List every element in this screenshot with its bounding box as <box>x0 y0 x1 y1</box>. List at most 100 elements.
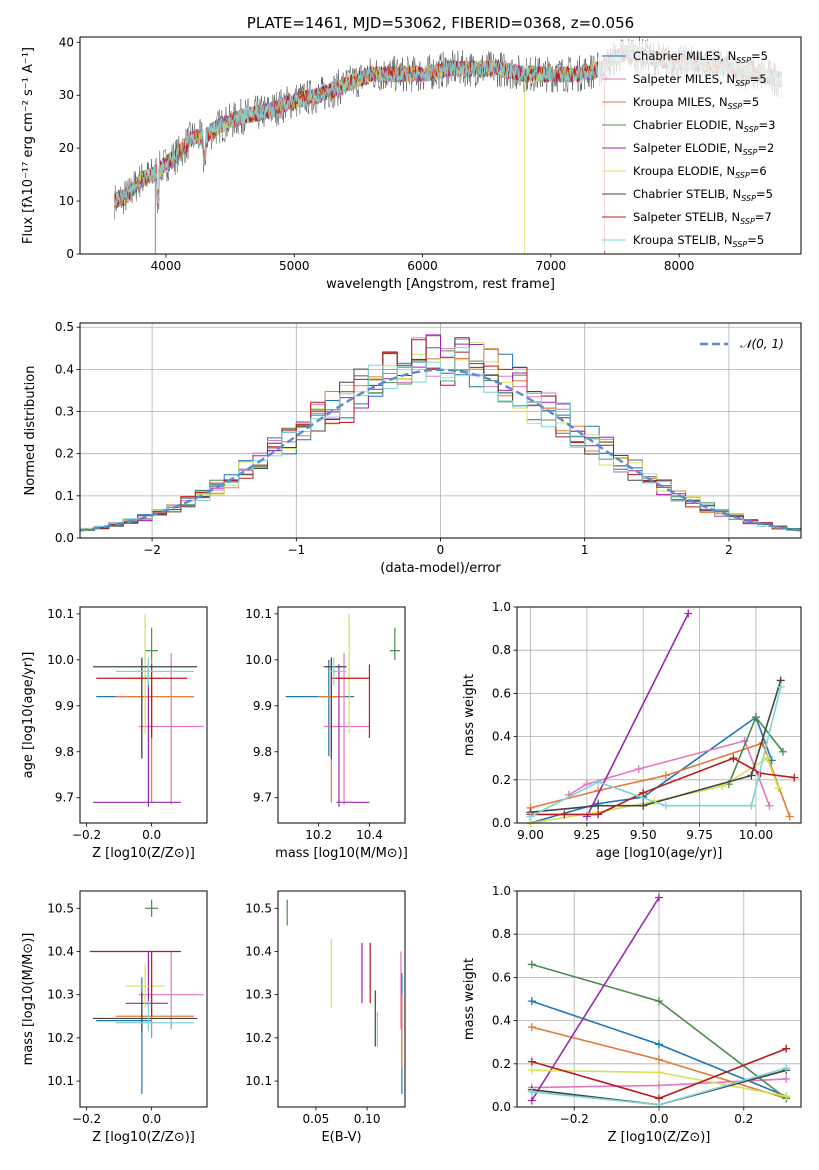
x-tick-label: 0 <box>437 543 445 557</box>
weight-marker <box>747 801 756 810</box>
weight-series <box>526 682 785 821</box>
weight-marker <box>527 1096 536 1105</box>
x-tick-label: 0.0 <box>649 1112 668 1126</box>
error-bar-point <box>89 950 181 1017</box>
chart-title: PLATE=1461, MJD=53062, FIBERID=0368, z=0… <box>247 14 634 32</box>
age-weight-x-ticks: 9.00 9.25 9.50 9.75 10.00 <box>517 607 773 842</box>
y-tick-label: 10.3 <box>47 988 74 1002</box>
y-tick-label: 0.5 <box>55 320 74 334</box>
x-tick-label: −1 <box>287 543 305 557</box>
weight-series <box>526 713 776 827</box>
y-tick-label: 20 <box>59 141 74 155</box>
weight-series <box>582 609 693 821</box>
y-tick-label: 0.6 <box>492 970 511 984</box>
weight-marker <box>527 1023 536 1032</box>
error-bar-point <box>331 664 371 738</box>
y-tick-label: 0.2 <box>492 773 511 787</box>
histogram-steps <box>80 334 801 533</box>
z-age-y-label: age [log10(age/yr)] <box>21 652 36 779</box>
spectrum-x-ticks: 4000 5000 6000 7000 8000 <box>151 254 695 273</box>
weight-line <box>531 897 660 1101</box>
weight-line <box>530 715 773 823</box>
weight-marker <box>776 682 785 691</box>
legend-background <box>598 41 798 251</box>
y-tick-label: 0.4 <box>492 730 511 744</box>
age-weight-series <box>526 609 799 827</box>
error-bar-point <box>336 664 370 807</box>
weight-marker <box>527 1066 536 1075</box>
y-tick-label: 0.6 <box>492 686 511 700</box>
weight-marker <box>763 754 772 763</box>
y-tick-label: 0.0 <box>55 531 74 545</box>
weight-marker <box>582 780 591 789</box>
histogram-step-series <box>80 347 801 533</box>
weight-marker <box>655 893 663 902</box>
weight-marker <box>751 713 760 722</box>
weight-marker <box>774 784 783 793</box>
weight-marker <box>778 747 787 756</box>
error-bar-point <box>93 657 198 759</box>
x-tick-label: −0.2 <box>72 1112 101 1126</box>
error-bar-point <box>389 627 400 660</box>
z-mass-x-ticks: −0.2 0.0 <box>72 1107 161 1126</box>
weight-marker <box>782 1044 791 1053</box>
y-tick-label: 9.9 <box>55 699 74 713</box>
error-bar-point <box>323 652 370 805</box>
histogram-legend: 𝒩(0, 1) <box>700 337 784 351</box>
weight-marker <box>639 788 648 797</box>
age-weight-y-label: mass weight <box>462 674 477 756</box>
y-tick-label: 10 <box>59 194 74 208</box>
histogram-y-ticks: 0.0 0.1 0.2 0.3 0.4 0.5 <box>55 320 80 545</box>
weight-marker <box>527 1057 536 1066</box>
x-tick-label: 0.0 <box>142 828 161 842</box>
y-tick-label: 10.0 <box>245 653 272 667</box>
y-tick-label: 10.2 <box>245 1031 272 1045</box>
y-tick-label: 10.1 <box>47 1074 74 1088</box>
y-tick-label: 0.4 <box>492 1014 511 1028</box>
y-tick-label: 0.8 <box>492 643 511 657</box>
weight-marker <box>782 1074 791 1083</box>
y-tick-label: 10.4 <box>245 944 272 958</box>
x-tick-label: −0.2 <box>72 828 101 842</box>
x-tick-label: 4000 <box>151 259 182 273</box>
y-tick-label: 9.9 <box>253 699 272 713</box>
y-tick-label: 10.5 <box>47 901 74 915</box>
weight-marker <box>560 810 569 819</box>
y-tick-label: 9.7 <box>55 791 74 805</box>
error-bar-point <box>125 964 165 1008</box>
weight-marker <box>655 997 663 1006</box>
y-tick-label: 40 <box>59 35 74 49</box>
legend-label: Kroupa STELIB, NSSP=5 <box>633 233 764 249</box>
legend-label: Salpeter STELIB, NSSP=7 <box>633 210 772 226</box>
error-bar-point <box>93 992 198 1032</box>
y-tick-label: 0 <box>66 247 74 261</box>
y-tick-label: 9.8 <box>253 745 272 759</box>
mass-age-frame <box>277 606 406 824</box>
x-tick-label: 2 <box>725 543 733 557</box>
y-tick-label: 9.7 <box>253 791 272 805</box>
weight-marker <box>661 801 670 810</box>
y-tick-label: 0.2 <box>55 447 74 461</box>
weight-marker <box>594 777 603 786</box>
weight-marker <box>684 609 693 618</box>
weight-line <box>586 613 690 817</box>
mass-age-y-ticks: 9.7 9.8 9.9 10.0 10.1 <box>245 607 278 805</box>
y-tick-label: 0.1 <box>55 489 74 503</box>
z-age-points <box>93 613 204 807</box>
x-tick-label: 8000 <box>664 259 695 273</box>
error-bar-point <box>115 1001 194 1032</box>
y-tick-label: 10.2 <box>47 1031 74 1045</box>
y-tick-label: 1.0 <box>492 884 511 898</box>
x-tick-label: 6000 <box>407 259 438 273</box>
x-tick-label: 9.25 <box>574 828 601 842</box>
weight-line <box>530 686 782 818</box>
z-weight-y-label: mass weight <box>462 958 477 1040</box>
y-tick-label: 1.0 <box>492 600 511 614</box>
z-mass-y-ticks: 10.1 10.2 10.3 10.4 10.5 <box>47 901 80 1088</box>
error-bar-point <box>96 659 152 757</box>
ebv-mass-points <box>286 899 403 1095</box>
weight-series <box>526 739 794 821</box>
weight-marker <box>747 771 756 780</box>
weight-marker <box>527 960 536 969</box>
weight-marker <box>790 773 799 782</box>
